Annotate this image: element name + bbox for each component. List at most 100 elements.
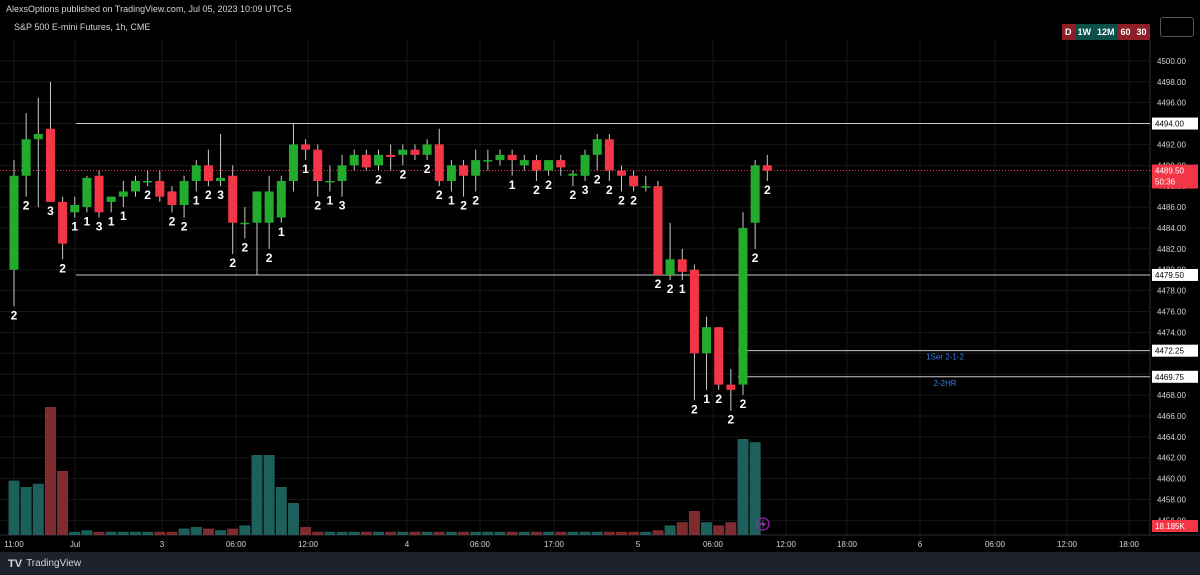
timeframe-12m[interactable]: 12M bbox=[1094, 24, 1118, 40]
strat-label: 2 bbox=[181, 220, 188, 234]
level-price-label: 4472.25 bbox=[1155, 347, 1184, 356]
price-tick-label: 4498.00 bbox=[1157, 78, 1186, 87]
volume-bar bbox=[336, 531, 348, 535]
brand-label: TradingView bbox=[26, 558, 82, 569]
candle-body bbox=[155, 180, 165, 197]
volume-bar bbox=[725, 522, 737, 535]
publish-text: AlexsOptions published on TradingView.co… bbox=[6, 4, 292, 14]
strat-label: 3 bbox=[217, 188, 224, 202]
strat-label: 3 bbox=[582, 183, 589, 197]
strat-label: 2 bbox=[205, 188, 212, 202]
price-tick-label: 4458.00 bbox=[1157, 495, 1186, 504]
volume-bar bbox=[93, 531, 105, 535]
time-tick-label: 18:00 bbox=[837, 540, 858, 549]
symbol-logo-box bbox=[1160, 17, 1194, 37]
candle-body bbox=[762, 165, 772, 171]
candle-body bbox=[131, 180, 140, 192]
candle-body bbox=[410, 149, 420, 155]
volume-bar bbox=[652, 530, 664, 535]
volume-bar bbox=[105, 531, 117, 535]
volume-bar bbox=[215, 530, 227, 535]
candle-body bbox=[191, 165, 201, 181]
candle-body bbox=[203, 165, 213, 181]
timeframe-60[interactable]: 60 bbox=[1117, 24, 1134, 40]
strat-label: 1 bbox=[327, 193, 334, 207]
tv-logo-icon: TV bbox=[8, 557, 23, 570]
strat-label: 1 bbox=[120, 209, 127, 223]
volume-bar bbox=[202, 528, 214, 535]
volume-bar bbox=[409, 531, 421, 535]
time-tick-label: Jul bbox=[70, 540, 80, 549]
candle-body bbox=[386, 154, 396, 157]
candle-body bbox=[374, 154, 383, 166]
candle-body bbox=[568, 173, 578, 176]
strat-label: 2 bbox=[691, 402, 698, 416]
volume-bar bbox=[312, 531, 324, 535]
publish-header: AlexsOptions published on TradingView.co… bbox=[0, 0, 1200, 18]
strat-label: 2 bbox=[472, 193, 479, 207]
candle-body bbox=[143, 180, 153, 183]
volume-bar bbox=[57, 471, 69, 535]
price-tick-label: 4460.00 bbox=[1157, 475, 1186, 484]
volume-bar bbox=[275, 487, 287, 535]
strat-label: 2 bbox=[715, 392, 722, 406]
candle-body bbox=[325, 180, 335, 183]
price-chart[interactable]: 4500.004498.004496.004494.004492.004490.… bbox=[0, 0, 1200, 552]
price-tick-label: 4496.00 bbox=[1157, 99, 1186, 108]
volume-bar bbox=[166, 531, 178, 535]
candle-body bbox=[106, 196, 116, 202]
volume-bar bbox=[688, 511, 700, 535]
strat-label: 2 bbox=[144, 188, 151, 202]
volume-bar bbox=[142, 531, 154, 535]
price-tick-label: 4466.00 bbox=[1157, 412, 1186, 421]
time-tick-label: 06:00 bbox=[985, 540, 1006, 549]
strat-label: 2 bbox=[59, 261, 66, 275]
level-price-tag bbox=[1152, 268, 1198, 281]
strat-label: 2 bbox=[314, 199, 321, 213]
volume-bar bbox=[32, 483, 44, 535]
price-tick-label: 4482.00 bbox=[1157, 245, 1186, 254]
volume-bar bbox=[567, 531, 579, 535]
volume-bar bbox=[482, 531, 494, 535]
price-tick-label: 4464.00 bbox=[1157, 433, 1186, 442]
time-tick-label: 06:00 bbox=[470, 540, 491, 549]
volume-bar bbox=[555, 531, 567, 535]
volume-bar bbox=[445, 531, 457, 535]
time-tick-label: 5 bbox=[636, 540, 641, 549]
time-tick-label: 06:00 bbox=[703, 540, 724, 549]
candle-body bbox=[665, 259, 675, 275]
tradingview-logo[interactable]: TV TradingView bbox=[8, 558, 81, 570]
price-tick-label: 4476.00 bbox=[1157, 308, 1186, 317]
volume-bar bbox=[287, 503, 299, 535]
level-note-label: 2-2HR bbox=[933, 379, 956, 388]
time-tick-label: 12:00 bbox=[298, 540, 319, 549]
timeframe-30[interactable]: 30 bbox=[1133, 24, 1150, 40]
volume-bar bbox=[579, 531, 591, 535]
timeframe-1w[interactable]: 1W bbox=[1074, 24, 1094, 40]
level-price-label: 4479.50 bbox=[1155, 271, 1184, 280]
candle-body bbox=[580, 154, 590, 176]
volume-bar bbox=[190, 527, 202, 535]
candle-body bbox=[252, 191, 262, 223]
volume-bar bbox=[81, 530, 93, 535]
volume-bar bbox=[543, 531, 555, 535]
last-price-countdown: 50:36 bbox=[1155, 178, 1176, 187]
timeframe-d[interactable]: D bbox=[1062, 24, 1075, 40]
strat-label: 2 bbox=[399, 167, 406, 181]
strat-label: 2 bbox=[667, 282, 674, 296]
candle-body bbox=[228, 175, 238, 223]
level-price-tag bbox=[1152, 370, 1198, 383]
strat-label: 1 bbox=[278, 225, 285, 239]
candle-body bbox=[240, 222, 250, 225]
candle-body bbox=[592, 139, 602, 155]
time-tick-label: 06:00 bbox=[226, 540, 247, 549]
volume-value-label: 18.185K bbox=[1155, 522, 1185, 531]
volume-bar bbox=[664, 525, 676, 535]
volume-bar bbox=[44, 407, 56, 535]
candle-body bbox=[349, 154, 359, 166]
strat-label: 2 bbox=[545, 178, 552, 192]
candle-body bbox=[471, 160, 481, 176]
candle-body bbox=[653, 186, 663, 275]
footer-bar: TV TradingView bbox=[0, 552, 1200, 575]
volume-bar bbox=[530, 531, 542, 535]
